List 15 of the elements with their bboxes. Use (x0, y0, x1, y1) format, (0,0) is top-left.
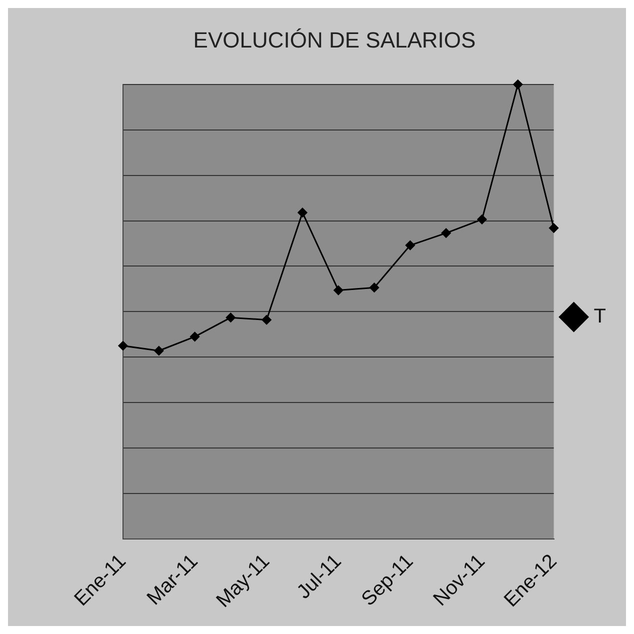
point (441, 228, 451, 238)
point (334, 286, 344, 296)
point (262, 315, 272, 325)
point (118, 341, 128, 350)
point (549, 223, 559, 233)
point (513, 80, 523, 90)
point (298, 208, 308, 218)
point (405, 240, 415, 250)
point (154, 346, 164, 356)
chart-title: EVOLUCIÓN DE SALARIOS (193, 27, 476, 52)
point (190, 332, 200, 342)
point (226, 312, 236, 322)
point (370, 282, 380, 292)
legend-label: T (594, 306, 606, 328)
point (477, 214, 487, 224)
